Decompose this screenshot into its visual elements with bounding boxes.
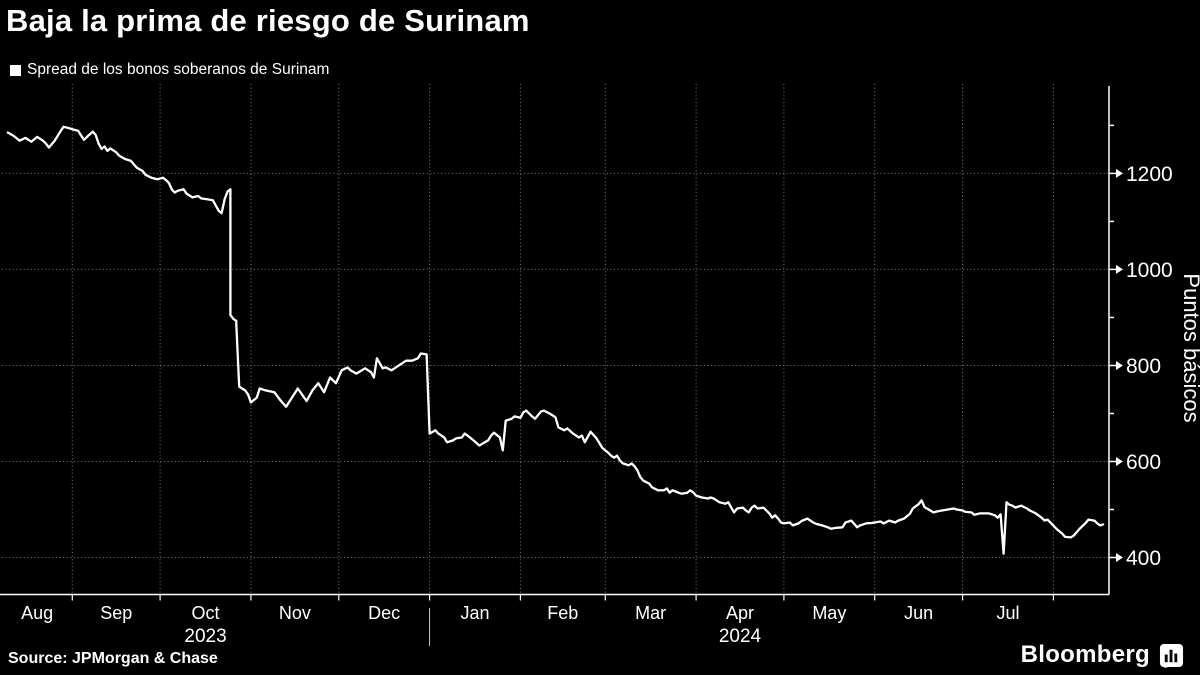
y-tick-label-400: 400 <box>1126 547 1161 570</box>
x-tick-label-oct: Oct <box>192 603 220 623</box>
x-year-label-2023: 2023 <box>184 626 226 647</box>
legend: Spread de los bonos soberanos de Surinam <box>10 61 329 79</box>
y-tick-label-1200: 1200 <box>1126 163 1173 186</box>
x-tick-label-feb: Feb <box>547 603 578 623</box>
y-axis-tick-arrow-icon <box>1116 360 1123 370</box>
y-axis-tick-arrow-icon <box>1116 553 1123 563</box>
page-title: Baja la prima de riesgo de Surinam <box>6 3 530 38</box>
x-tick-label-mar: Mar <box>635 603 666 623</box>
y-tick-label-600: 600 <box>1126 451 1161 474</box>
legend-label: Spread de los bonos soberanos de Surinam <box>27 61 330 78</box>
y-axis-title: Puntos básicos <box>1179 273 1200 422</box>
series-line-spread <box>6 125 1105 555</box>
x-year-label-2024: 2024 <box>719 626 762 647</box>
x-tick-label-sep: Sep <box>100 603 132 623</box>
y-axis-tick-arrow-icon <box>1116 168 1123 178</box>
y-tick-label-1000: 1000 <box>1126 259 1173 282</box>
y-tick-label-800: 800 <box>1126 355 1161 378</box>
y-axis-tick-arrow-icon <box>1116 264 1123 274</box>
x-tick-label-nov: Nov <box>279 603 311 623</box>
bloomberg-wordmark: Bloomberg <box>1020 641 1150 668</box>
x-tick-label-apr: Apr <box>726 603 754 623</box>
y-axis-tick-arrow-icon <box>1116 456 1123 466</box>
x-tick-label-jun: Jun <box>904 603 933 623</box>
bloomberg-bar-chart-icon <box>1159 643 1184 668</box>
legend-swatch-icon <box>10 64 21 76</box>
x-tick-label-jan: Jan <box>460 603 489 623</box>
x-tick-label-dec: Dec <box>368 603 400 623</box>
bloomberg-logo: Bloomberg <box>1021 641 1184 669</box>
x-tick-label-may: May <box>812 603 846 623</box>
x-tick-label-jul: Jul <box>996 603 1019 623</box>
source-note: Source: JPMorgan & Chase <box>8 650 218 667</box>
x-tick-label-aug: Aug <box>21 603 53 623</box>
